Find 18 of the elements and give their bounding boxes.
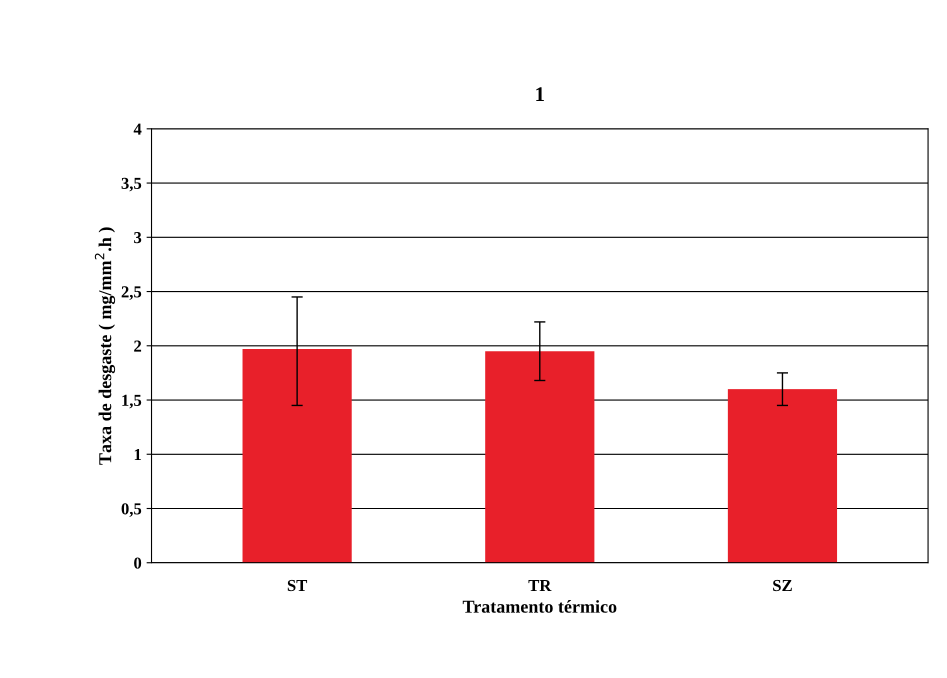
bar (485, 351, 594, 563)
bar (242, 349, 352, 563)
y-tick-label: 1,5 (122, 394, 142, 408)
y-tick-label: 0 (134, 557, 142, 569)
x-tick-label: ST (288, 580, 308, 592)
x-axis-title: Tratamento térmico (462, 600, 616, 613)
y-tick-label: 3 (134, 232, 142, 244)
y-tick-label: 4 (134, 124, 142, 135)
y-tick-label: 0,5 (122, 503, 142, 517)
y-axis-title: Taxa de desgaste ( mg/mm$^{2}$.h ) (94, 227, 116, 465)
y-tick-label: 2 (134, 340, 142, 352)
bar (728, 389, 838, 563)
x-tick-label: SZ (773, 580, 792, 592)
y-tick-label: 1 (134, 449, 141, 460)
x-tick-label: TR (528, 580, 552, 591)
y-tick-label: 3,5 (122, 178, 142, 192)
chart-title: 1 (536, 87, 544, 102)
y-tick-label: 2,5 (122, 286, 142, 300)
